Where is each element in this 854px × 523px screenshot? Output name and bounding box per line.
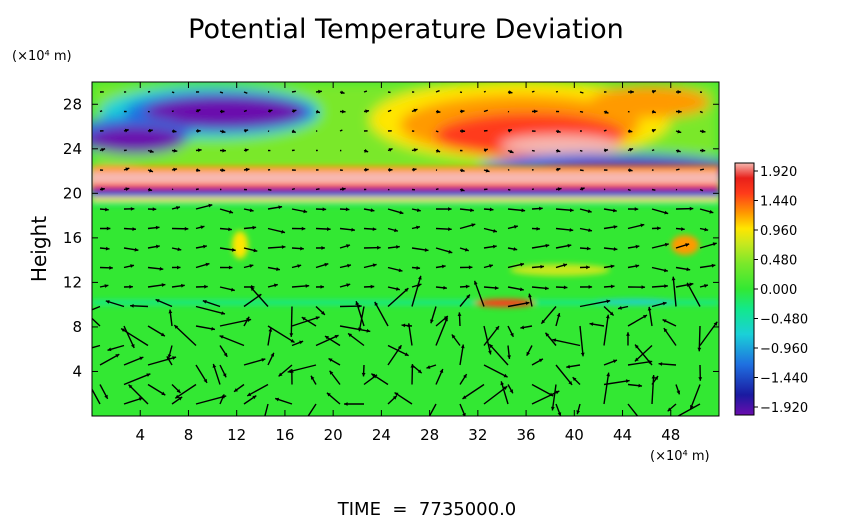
colorbar-tick-label: 0.000 — [760, 283, 797, 298]
wind-vector-head — [261, 425, 265, 429]
colorbar-tick-label: 0.480 — [760, 253, 797, 268]
y-tick-label: 20 — [63, 184, 82, 202]
wind-vector-head — [299, 427, 303, 431]
wind-vector — [676, 169, 679, 170]
wind-vector — [580, 92, 583, 93]
wind-vector — [532, 151, 535, 152]
x-tick-label: 32 — [468, 426, 487, 444]
x-tick-label: 4 — [135, 426, 145, 444]
heatmap-field — [70, 80, 740, 416]
colorbar-tick-label: 1.440 — [760, 194, 797, 209]
wind-vector — [220, 92, 223, 93]
x-tick-label: 16 — [275, 426, 294, 444]
wind-vector — [700, 169, 704, 170]
wind-vector — [172, 92, 174, 93]
wind-vector-head — [86, 312, 90, 316]
x-tick-label: 36 — [517, 426, 536, 444]
wind-vector-head — [86, 347, 90, 351]
colorbar-tick-label: −0.480 — [760, 313, 808, 328]
y-unit-label: (×10⁴ m) — [12, 49, 72, 64]
colorbar-gradient — [735, 163, 754, 415]
wind-vector — [580, 151, 582, 152]
wind-vector — [291, 307, 292, 337]
wind-vector — [268, 190, 271, 191]
wind-vector-head — [85, 376, 88, 380]
wind-vector — [508, 190, 510, 191]
wind-vector — [532, 91, 534, 92]
wind-vector — [628, 112, 629, 113]
x-unit-label: (×10⁴ m) — [650, 449, 710, 464]
y-axis-label: Height — [27, 216, 51, 282]
wind-vector — [436, 131, 438, 132]
wind-vector — [436, 189, 439, 190]
chart-title: Potential Temperature Deviation — [188, 14, 624, 45]
x-tick-label: 12 — [227, 426, 246, 444]
y-tick-label: 24 — [63, 140, 82, 158]
y-tick-label: 8 — [72, 318, 82, 336]
x-tick-label: 40 — [565, 426, 584, 444]
y-tick-label: 28 — [63, 95, 82, 113]
x-tick-label: 28 — [420, 426, 439, 444]
x-tick-label: 48 — [661, 426, 680, 444]
wind-vector-head — [643, 424, 647, 428]
wind-vector — [700, 112, 703, 113]
y-tick-label: 16 — [63, 229, 82, 247]
colorbar-tick-label: −1.440 — [760, 372, 808, 387]
time-label: TIME = 7735000.0 — [337, 499, 517, 519]
wind-vector — [556, 91, 558, 92]
x-tick-label: 24 — [372, 426, 391, 444]
wind-vector — [244, 110, 247, 111]
wind-vector — [364, 91, 367, 92]
wind-vector — [580, 112, 583, 113]
wind-vector — [316, 189, 320, 190]
wind-vector — [484, 91, 486, 92]
x-tick-label: 20 — [324, 426, 343, 444]
colorbar: 1.920 1.440 0.960 0.480 0.000 −0.480 −0.960 −1.… — [735, 163, 808, 416]
wind-vector — [652, 190, 655, 191]
wind-vector — [292, 189, 295, 190]
wind-vector — [340, 130, 342, 131]
wind-vector — [699, 326, 700, 351]
wind-vector — [172, 111, 174, 112]
wind-vector — [100, 111, 102, 112]
x-tick-label: 44 — [613, 426, 632, 444]
wind-vector — [292, 91, 296, 92]
y-tick-label: 12 — [63, 273, 82, 291]
wind-vector — [652, 150, 654, 151]
wind-vector — [532, 189, 534, 190]
wind-vector — [628, 190, 631, 191]
x-tick-label: 8 — [184, 426, 194, 444]
colorbar-tick-label: −0.960 — [760, 342, 808, 357]
y-tick-label: 4 — [72, 362, 82, 380]
colorbar-tick-label: −1.920 — [760, 401, 808, 416]
wind-vector — [580, 170, 584, 171]
wind-vector — [604, 130, 606, 131]
colorbar-tick-label: 1.920 — [760, 165, 797, 180]
wind-vector — [196, 189, 199, 190]
colorbar-tick-label: 0.960 — [760, 224, 797, 239]
